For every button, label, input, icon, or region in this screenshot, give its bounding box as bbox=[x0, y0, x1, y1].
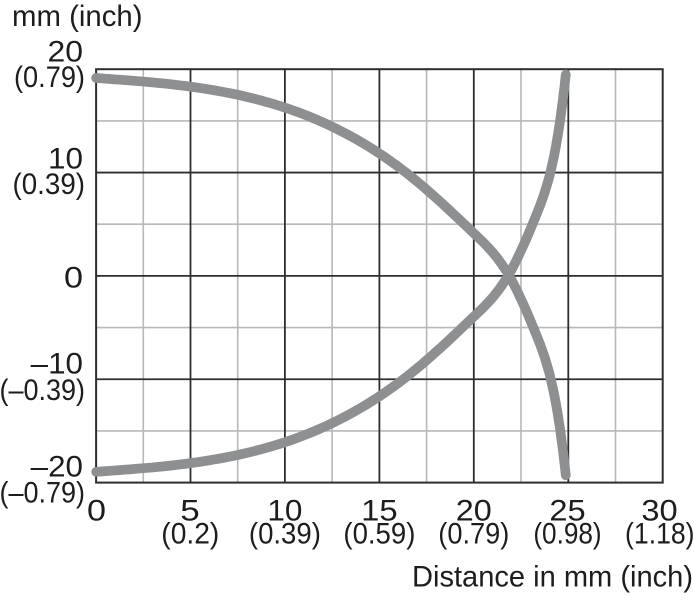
svg-text:mm (inch): mm (inch) bbox=[12, 0, 143, 33]
svg-text:0: 0 bbox=[64, 262, 83, 295]
svg-text:(0.79): (0.79) bbox=[438, 518, 509, 551]
svg-text:Distance in mm (inch): Distance in mm (inch) bbox=[412, 561, 693, 594]
svg-text:10: 10 bbox=[267, 494, 302, 527]
svg-text:25: 25 bbox=[549, 494, 585, 527]
svg-text:(0.79): (0.79) bbox=[14, 61, 85, 94]
svg-text:30: 30 bbox=[641, 494, 677, 527]
svg-text:(0.59): (0.59) bbox=[343, 518, 415, 551]
svg-text:20: 20 bbox=[48, 36, 84, 69]
svg-text:(–0.79): (–0.79) bbox=[0, 477, 85, 510]
svg-text:10: 10 bbox=[48, 142, 83, 175]
svg-text:(0.39): (0.39) bbox=[13, 168, 86, 201]
svg-text:(1.18): (1.18) bbox=[625, 518, 694, 551]
svg-text:(–0.39): (–0.39) bbox=[0, 374, 85, 407]
svg-text:5: 5 bbox=[180, 494, 200, 527]
svg-text:20: 20 bbox=[456, 494, 492, 527]
svg-text:–10: –10 bbox=[31, 348, 83, 381]
svg-text:(0.98): (0.98) bbox=[533, 518, 601, 551]
svg-text:–20: –20 bbox=[31, 451, 83, 484]
svg-text:0: 0 bbox=[87, 494, 106, 527]
svg-text:(0.39): (0.39) bbox=[249, 518, 321, 551]
svg-text:15: 15 bbox=[361, 494, 398, 527]
svg-text:(0.2): (0.2) bbox=[161, 518, 219, 551]
